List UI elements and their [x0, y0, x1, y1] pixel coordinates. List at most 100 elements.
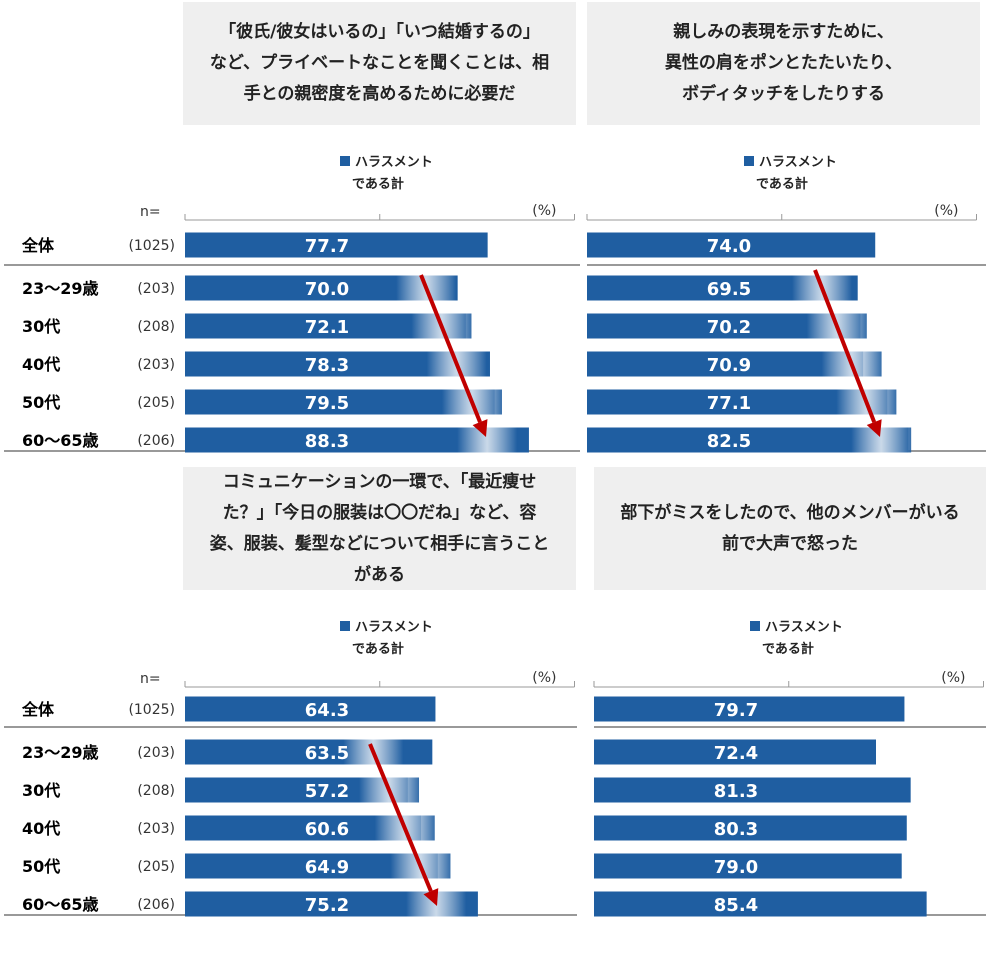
value-label: 70.2: [707, 317, 751, 338]
n-value: (208): [137, 319, 175, 335]
value-label: 77.7: [305, 236, 349, 257]
chart-title-line: 姿、服装、髪型などについて相手に言うこと: [209, 533, 550, 554]
legend-label: ハラスメント: [355, 155, 433, 170]
value-label: 81.3: [714, 781, 758, 802]
legend-label-line2: である計: [352, 642, 404, 657]
bar: [594, 696, 905, 722]
legend: ハラスメント である計: [744, 150, 837, 196]
value-label: 74.0: [707, 236, 751, 257]
n-value: (203): [137, 745, 175, 761]
value-label: 57.2: [305, 781, 349, 802]
n-value: (1025): [128, 238, 175, 254]
trend-arrow-line: [368, 743, 433, 892]
unit-label: (%): [532, 203, 556, 219]
chart-title-line: 手との親密度を高めるために必要だ: [243, 84, 516, 104]
n-value: (205): [137, 395, 175, 411]
value-label: 77.1: [707, 393, 751, 414]
value-label: 75.2: [305, 895, 349, 916]
chart-panel-3: (%) n= 64.3 全体 (1025) 63.5 23～29歳 (203) 57.2 30代 (…: [4, 670, 577, 917]
chart-title: 部下がミスをしたので、他のメンバーがいる 前で大声で怒った: [594, 467, 986, 590]
row-label: 50代: [22, 857, 60, 876]
row-label: 23～29歳: [22, 279, 99, 298]
trend-arrow-line: [813, 269, 877, 423]
chart-title: 親しみの表現を示すために、 異性の肩をポンとたたいたり、 ボディタッチをしたりする: [587, 2, 980, 125]
value-label: 64.9: [305, 857, 349, 878]
n-label: n=: [140, 204, 161, 220]
chart-panel-1: (%) n= 77.7 全体 (1025) 70.0 23～29歳 (203) 72.1 30代 (…: [4, 203, 580, 453]
legend-label: ハラスメント: [759, 155, 837, 170]
trend-arrow-head: [472, 419, 488, 437]
chart-title-line: 部下がミスをしたので、他のメンバーがいる: [620, 502, 960, 523]
chart-title-line: 前で大声で怒った: [721, 533, 858, 554]
value-label: 85.4: [714, 895, 758, 916]
value-label: 79.7: [714, 700, 758, 721]
chart-panel-4: (%) 79.7 72.4 81.3 80.3 79.0 85.4: [593, 670, 986, 917]
bar-highlight: [851, 427, 912, 453]
chart-panel-2: (%) 74.0 69.5 70.2 70.9 77.1 82.5: [586, 203, 986, 453]
row-label: 40代: [22, 819, 60, 838]
legend-label: ハラスメント: [355, 620, 433, 635]
unit-label: (%): [941, 670, 965, 686]
chart-title-line: ボディタッチをしたりする: [682, 84, 885, 104]
row-label: 50代: [22, 393, 60, 412]
bar: [594, 777, 911, 803]
legend-swatch: [744, 156, 754, 166]
bar: [185, 232, 488, 258]
value-label: 78.3: [305, 355, 349, 376]
n-value: (203): [137, 281, 175, 297]
n-value: (206): [137, 897, 175, 913]
bar: [587, 351, 864, 377]
bar: [594, 815, 907, 841]
value-label: 70.0: [305, 279, 349, 300]
chart-title-line: 異性の肩をポンとたたいたり、: [664, 53, 903, 73]
n-value: (203): [137, 821, 175, 837]
n-value: (203): [137, 357, 175, 373]
legend-label-line2: である計: [756, 177, 808, 192]
bar: [185, 696, 436, 722]
chart-title-line: コミュニケーションの一環で、「最近痩せ: [222, 471, 537, 492]
legend: ハラスメント である計: [750, 615, 843, 661]
unit-label: (%): [532, 670, 556, 686]
value-label: 79.5: [305, 393, 349, 414]
bar: [587, 232, 876, 258]
value-label: 72.4: [714, 743, 758, 764]
row-label: 30代: [22, 781, 60, 800]
value-label: 60.6: [305, 819, 349, 840]
row-label: 全体: [21, 700, 55, 719]
row-label: 40代: [22, 355, 60, 374]
chart-title-line: た？」「今日の服装は〇〇だね」など、容: [222, 502, 537, 523]
legend: ハラスメント である計: [340, 615, 433, 661]
chart-title-line: など、プライベートなことを聞くことは、相: [209, 53, 550, 73]
legend-label: ハラスメント: [765, 620, 843, 635]
row-label: 60～65歳: [22, 431, 99, 450]
legend-swatch: [340, 156, 350, 166]
n-value: (1025): [128, 702, 175, 718]
row-label: 全体: [21, 236, 55, 255]
row-label: 23～29歳: [22, 743, 99, 762]
n-value: (208): [137, 783, 175, 799]
legend-swatch: [750, 621, 760, 631]
value-label: 69.5: [707, 279, 751, 300]
chart-title-line: がある: [354, 564, 405, 585]
n-value: (205): [137, 859, 175, 875]
value-label: 80.3: [714, 819, 758, 840]
trend-arrow-head: [423, 888, 439, 906]
n-value: (206): [137, 433, 175, 449]
bar: [594, 853, 902, 879]
value-label: 79.0: [714, 857, 758, 878]
legend-label-line2: である計: [762, 642, 814, 657]
n-label: n=: [140, 671, 161, 687]
chart-title-line: 親しみの表現を示すために、: [673, 22, 894, 42]
trend-arrow-head: [866, 419, 882, 437]
row-label: 30代: [22, 317, 60, 336]
value-label: 64.3: [305, 700, 349, 721]
value-label: 88.3: [305, 431, 349, 452]
legend-swatch: [340, 621, 350, 631]
bar: [594, 739, 876, 765]
value-label: 63.5: [305, 743, 349, 764]
legend: ハラスメント である計: [340, 150, 433, 196]
trend-arrow-line: [419, 274, 482, 423]
bar: [594, 891, 927, 917]
